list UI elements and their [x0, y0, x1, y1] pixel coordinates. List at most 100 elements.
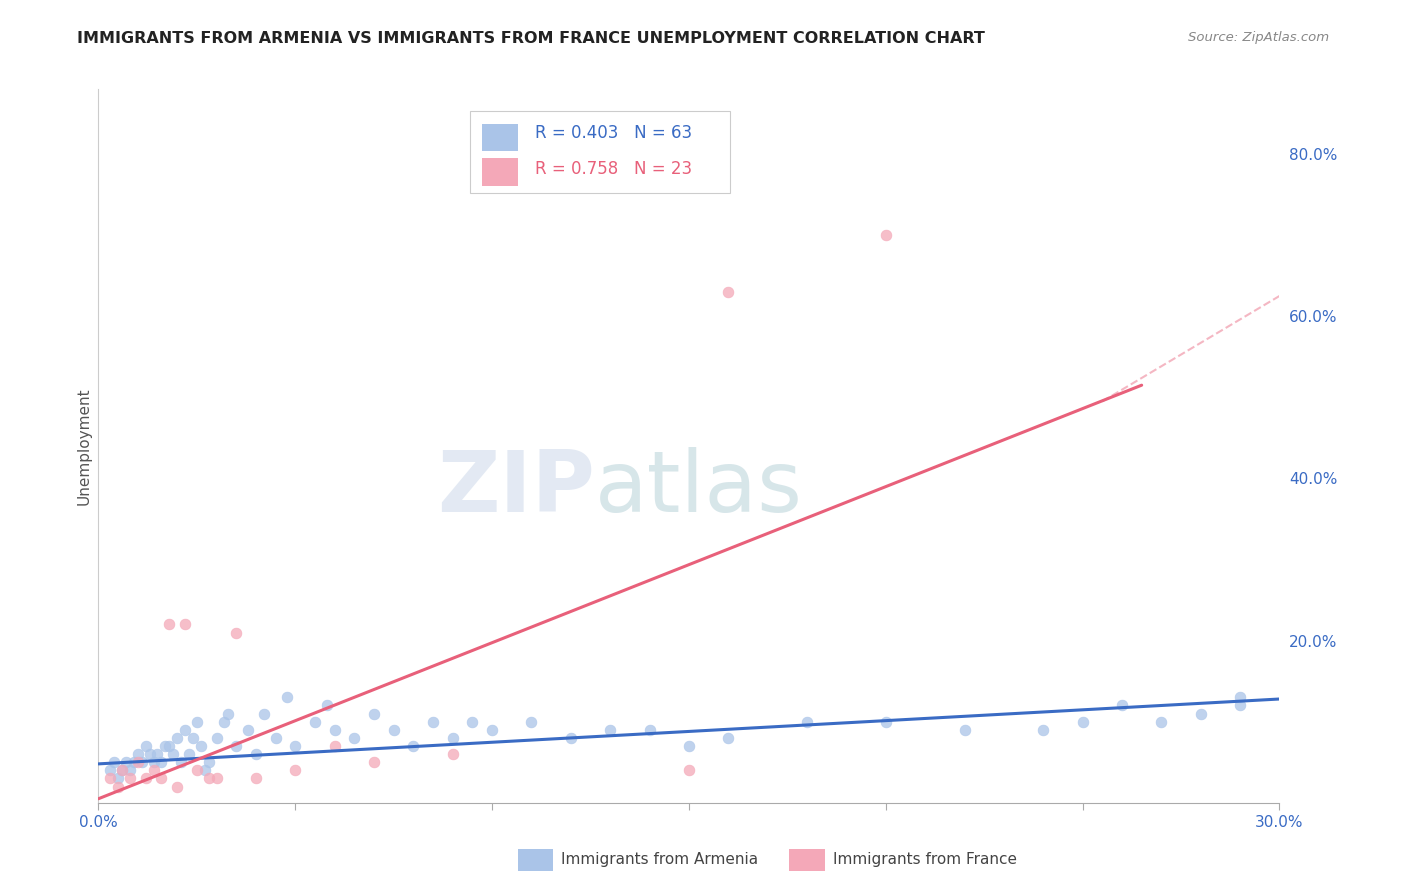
- Point: [253, 706, 276, 721]
- Point: [1071, 714, 1094, 729]
- Point: [177, 747, 200, 761]
- Text: atlas: atlas: [595, 447, 803, 531]
- Point: [245, 772, 267, 786]
- Point: [284, 764, 307, 778]
- Point: [146, 747, 169, 761]
- FancyBboxPatch shape: [471, 111, 730, 193]
- Point: [107, 772, 129, 786]
- Point: [264, 731, 287, 745]
- Text: R = 0.403   N = 63: R = 0.403 N = 63: [536, 125, 693, 143]
- Point: [382, 723, 405, 737]
- Point: [1229, 690, 1251, 705]
- Point: [197, 756, 219, 770]
- Point: [225, 739, 247, 753]
- Point: [599, 723, 621, 737]
- Point: [157, 739, 180, 753]
- Point: [190, 739, 212, 753]
- Point: [181, 731, 204, 745]
- Point: [678, 739, 700, 753]
- Point: [1150, 714, 1173, 729]
- Point: [1189, 706, 1212, 721]
- Point: [323, 739, 346, 753]
- Point: [166, 780, 188, 794]
- Text: R = 0.758   N = 23: R = 0.758 N = 23: [536, 161, 693, 178]
- Point: [717, 731, 740, 745]
- Point: [402, 739, 425, 753]
- Point: [205, 731, 228, 745]
- Point: [186, 714, 208, 729]
- Bar: [482, 159, 517, 186]
- Point: [363, 756, 385, 770]
- Point: [131, 756, 153, 770]
- Point: [142, 756, 165, 770]
- Point: [560, 731, 582, 745]
- Point: [315, 698, 337, 713]
- Point: [170, 756, 193, 770]
- Point: [236, 723, 259, 737]
- Point: [461, 714, 484, 729]
- Point: [150, 772, 173, 786]
- Point: [217, 706, 239, 721]
- Point: [304, 714, 326, 729]
- Point: [875, 714, 897, 729]
- Point: [194, 764, 217, 778]
- Point: [678, 764, 700, 778]
- Point: [162, 747, 184, 761]
- Point: [343, 731, 366, 745]
- Point: [441, 747, 464, 761]
- Point: [138, 747, 160, 761]
- Point: [166, 731, 188, 745]
- Point: [205, 772, 228, 786]
- Point: [875, 228, 897, 243]
- Point: [638, 723, 661, 737]
- Text: Source: ZipAtlas.com: Source: ZipAtlas.com: [1188, 31, 1329, 45]
- Point: [98, 772, 121, 786]
- Point: [284, 739, 307, 753]
- Point: [115, 756, 138, 770]
- Point: [323, 723, 346, 737]
- Bar: [482, 124, 517, 152]
- Point: [111, 764, 134, 778]
- Point: [174, 723, 197, 737]
- Point: [155, 739, 177, 753]
- Point: [441, 731, 464, 745]
- Point: [276, 690, 298, 705]
- Point: [174, 617, 197, 632]
- Text: Immigrants from Armenia: Immigrants from Armenia: [561, 853, 758, 867]
- Point: [103, 756, 125, 770]
- Point: [150, 756, 173, 770]
- Text: IMMIGRANTS FROM ARMENIA VS IMMIGRANTS FROM FRANCE UNEMPLOYMENT CORRELATION CHART: IMMIGRANTS FROM ARMENIA VS IMMIGRANTS FR…: [77, 31, 986, 46]
- Point: [1111, 698, 1133, 713]
- Bar: [517, 849, 553, 871]
- Point: [127, 747, 149, 761]
- Point: [953, 723, 976, 737]
- Point: [186, 764, 208, 778]
- Point: [111, 764, 134, 778]
- Point: [107, 780, 129, 794]
- Point: [717, 285, 740, 299]
- Point: [245, 747, 267, 761]
- Point: [197, 772, 219, 786]
- Y-axis label: Unemployment: Unemployment: [76, 387, 91, 505]
- Point: [157, 617, 180, 632]
- Point: [214, 714, 236, 729]
- Point: [142, 764, 165, 778]
- Point: [135, 739, 157, 753]
- Point: [135, 772, 157, 786]
- Point: [118, 772, 141, 786]
- Point: [127, 756, 149, 770]
- Point: [1032, 723, 1054, 737]
- Bar: [789, 849, 825, 871]
- Point: [422, 714, 444, 729]
- Point: [225, 625, 247, 640]
- Point: [796, 714, 818, 729]
- Point: [1229, 698, 1251, 713]
- Point: [98, 764, 121, 778]
- Point: [122, 756, 145, 770]
- Point: [118, 764, 141, 778]
- Point: [363, 706, 385, 721]
- Text: Immigrants from France: Immigrants from France: [832, 853, 1017, 867]
- Point: [520, 714, 543, 729]
- Point: [481, 723, 503, 737]
- Text: ZIP: ZIP: [437, 447, 595, 531]
